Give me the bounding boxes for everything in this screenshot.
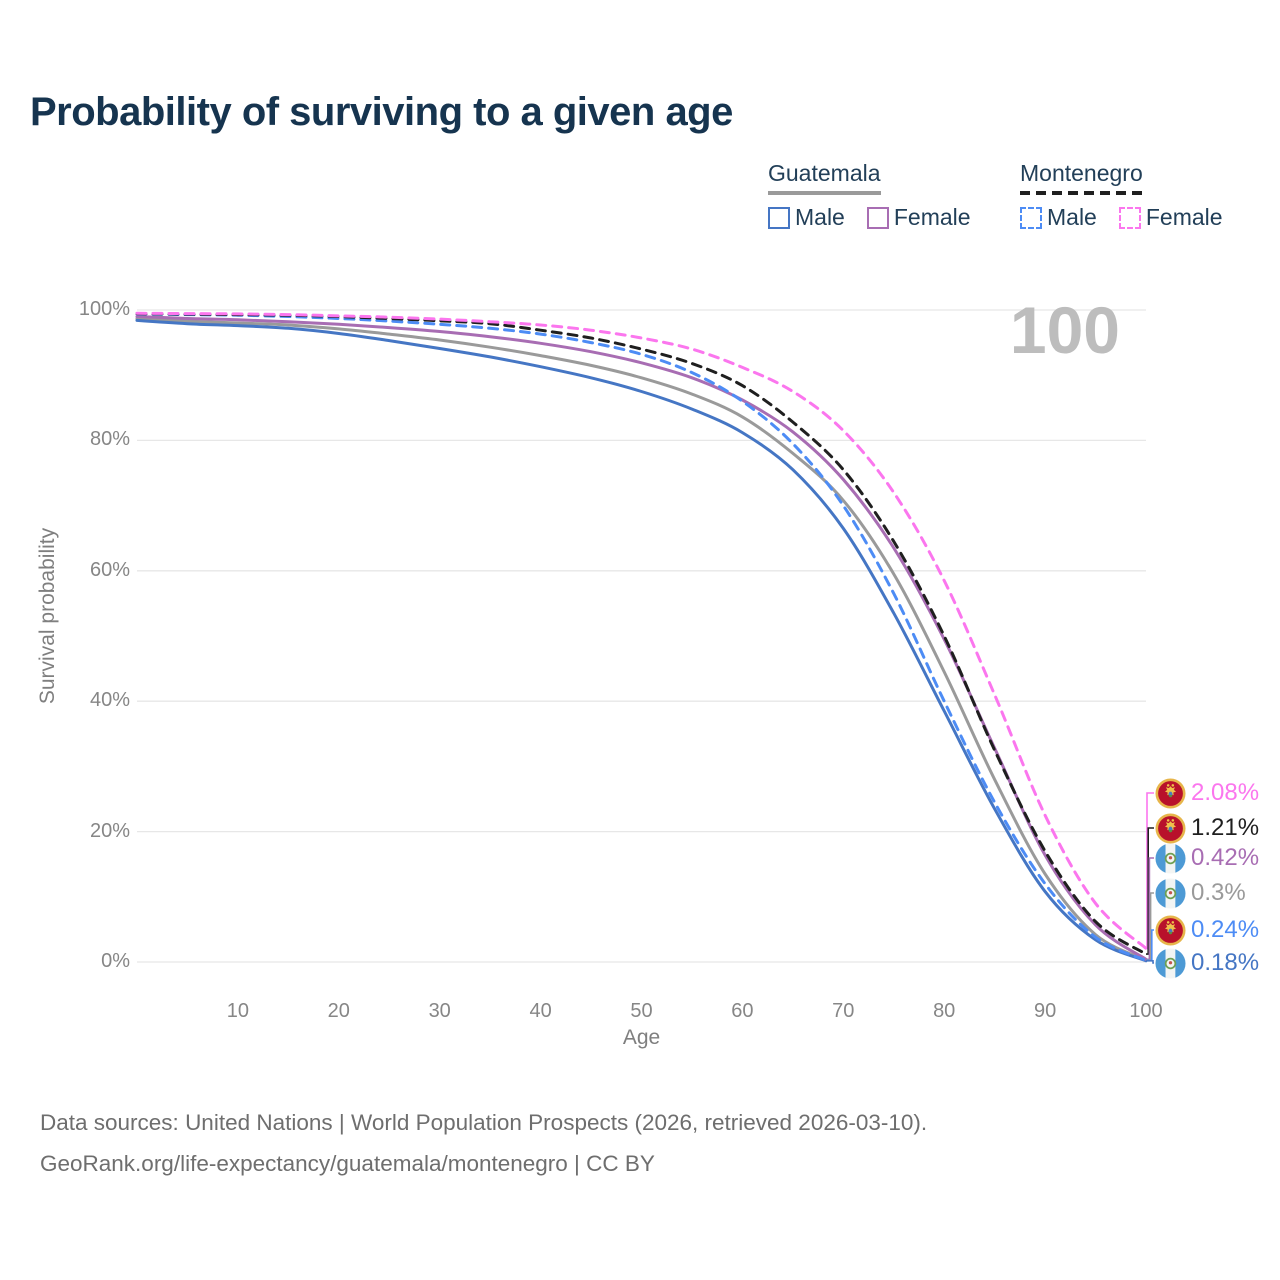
y-axis-title: Survival probability (36, 527, 59, 705)
x-tick-label-30: 30 (428, 1000, 451, 1022)
age-indicator-watermark: 100 (1009, 293, 1120, 367)
end-label-value: 1.21% (1191, 814, 1260, 841)
legend-label-guatemala-male[interactable]: Male (795, 204, 845, 230)
y-tick-label-80: 80% (89, 428, 130, 451)
end-label-value: 0.18% (1191, 949, 1260, 976)
montenegro-flag-icon (1155, 777, 1186, 809)
legend-montenegro-line-swatch (1020, 191, 1143, 195)
end-label-mne-total[interactable]: 1.21% (1155, 812, 1259, 844)
footer: Data sources: United Nations | World Pop… (40, 1102, 927, 1184)
legend-group-montenegro: Montenegro Male Female (1020, 160, 1245, 231)
y-tick-label-40: 40% (89, 689, 130, 712)
x-tick-label-90: 90 (1033, 1000, 1057, 1022)
guatemala-flag-icon (1155, 842, 1186, 874)
end-label-value: 0.42% (1191, 844, 1260, 871)
end-label-gtm-female[interactable]: 0.42% (1155, 842, 1259, 874)
survival-curve-mne-male[interactable] (135, 312, 1148, 962)
legend-swatch-montenegro-female[interactable] (1118, 206, 1141, 229)
end-label-value: 0.24% (1191, 916, 1260, 943)
y-tick-label-60: 60% (89, 558, 130, 581)
x-tick-label-20: 20 (327, 1000, 350, 1022)
x-tick-label-50: 50 (630, 1000, 653, 1022)
legend-country-montenegro-label: Montenegro (1020, 160, 1143, 186)
x-tick-label-70: 70 (832, 1000, 855, 1022)
legend-swatch-guatemala-female[interactable] (866, 206, 889, 229)
end-label-mne-female[interactable]: 2.08% (1155, 777, 1259, 809)
legend-label-montenegro-female[interactable]: Female (1145, 204, 1223, 230)
end-label-connector-gtm-male (1146, 960, 1154, 964)
x-tick-label-80: 80 (933, 1000, 956, 1022)
legend-group-guatemala: Guatemala Male Female (768, 160, 993, 231)
end-label-value: 2.08% (1191, 779, 1260, 806)
x-tick-label-60: 60 (731, 1000, 754, 1022)
legend-country-montenegro[interactable]: Montenegro (1020, 160, 1143, 195)
y-tick-label-100: 100% (78, 298, 130, 320)
guatemala-flag-icon (1155, 947, 1186, 979)
end-label-mne-male[interactable]: 0.24% (1155, 914, 1259, 946)
footer-link[interactable]: GeoRank.org/life-expectancy/guatemala/mo… (40, 1151, 655, 1176)
y-tick-label-0: 0% (101, 950, 130, 972)
footer-data-sources: Data sources: United Nations | World Pop… (40, 1110, 928, 1135)
x-tick-label-10: 10 (226, 1000, 250, 1022)
survival-curve-mne-female[interactable] (135, 311, 1148, 950)
survival-curve-gtm-male[interactable] (135, 318, 1148, 963)
legend-label-guatemala-female[interactable]: Female (893, 204, 971, 230)
survival-curve-gtm-total[interactable] (135, 317, 1148, 962)
y-tick-label-20: 20% (89, 819, 130, 842)
x-axis-title: Age (622, 1026, 661, 1049)
legend-label-montenegro-male[interactable]: Male (1047, 204, 1097, 230)
survival-curve-gtm-female[interactable] (135, 315, 1148, 961)
page-title: Probability of surviving to a given age (30, 90, 733, 134)
x-tick-label-40: 40 (529, 1000, 552, 1022)
end-label-gtm-male[interactable]: 0.18% (1155, 947, 1259, 979)
x-tick-label-100: 100 (1129, 1000, 1163, 1022)
end-label-connector-mne-female (1146, 792, 1154, 950)
montenegro-flag-icon (1155, 812, 1186, 844)
survival-curve-mne-total[interactable] (135, 312, 1148, 956)
legend-swatch-guatemala-male[interactable] (768, 206, 790, 229)
end-label-value: 0.3% (1191, 879, 1246, 906)
legend-swatch-montenegro-male[interactable] (1020, 206, 1042, 229)
montenegro-flag-icon (1155, 914, 1186, 946)
end-label-connector-mne-total (1146, 827, 1154, 955)
guatemala-flag-icon (1155, 877, 1186, 909)
legend-guatemala-line-swatch (768, 191, 881, 195)
legend-country-guatemala[interactable]: Guatemala (768, 160, 881, 195)
end-label-gtm-total[interactable]: 0.3% (1155, 877, 1246, 909)
legend-country-guatemala-label: Guatemala (768, 160, 881, 186)
